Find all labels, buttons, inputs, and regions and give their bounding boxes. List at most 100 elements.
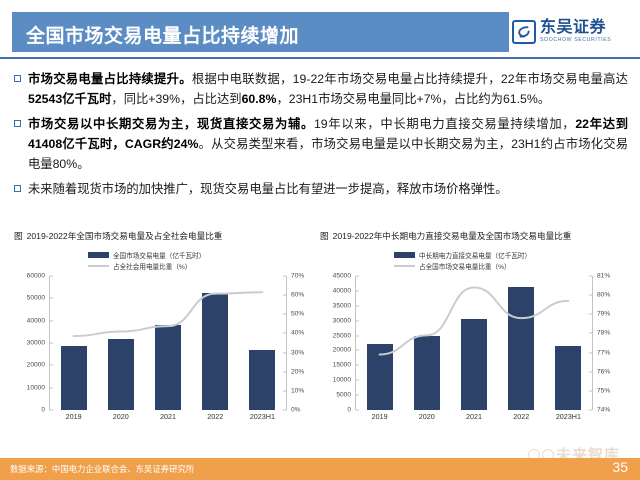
y2-axis-tick-mark [283,409,286,411]
figure-marker-right: 图 [320,231,329,241]
legend-item-line-left: 占全社会用电量比重（%） [88,261,322,271]
bar-slot [192,276,239,410]
y-axis-tick-mark [356,290,359,292]
legend-label-line-left: 占全社会用电量比重（%） [113,264,192,271]
legend-label-bar-left: 全国市场交易电量（亿千瓦时） [113,253,206,260]
x-axis-tick-label: 2020 [418,412,435,421]
y2-axis-tick-mark [283,371,286,373]
chart-legend-right: 中长期电力直接交易电量（亿千瓦时） 占全国市场交易电量比重（%） [320,250,628,271]
line-path [380,287,569,354]
y2-axis-tick-label: 75% [597,387,611,395]
legend-item-bar-right: 中长期电力直接交易电量（亿千瓦时） [394,250,628,260]
logo-swirl-icon [512,20,536,44]
x-axis-tick-label: 2021 [160,412,176,421]
bar-slot [403,276,450,410]
bullet-square-icon [14,75,21,82]
y-axis-tick-mark [50,409,53,411]
chart-panel-right: 图 2019-2022年中长期电力直接交易电量及全国市场交易电量比重 中长期电力直… [320,230,628,452]
y-axis-tick-label: 45000 [332,272,351,280]
y-axis-tick-mark [50,342,53,344]
legend-label-line-right: 占全国市场交易电量比重（%） [419,264,511,271]
y-axis-tick-label: 40000 [26,317,45,325]
bullet-item: 未来随着现货市场的加快推广，现货交易电量占比有望进一步提高，释放市场价格弹性。 [14,180,628,200]
chart-bar [555,345,582,410]
chart-bar [60,345,87,410]
y-axis-tick-label: 0 [347,406,351,414]
legend-bar-swatch-icon [88,252,109,258]
y2-axis-tick-label: 76% [597,368,611,376]
y-axis-tick-label: 35000 [332,302,351,310]
y2-axis-tick-mark [283,294,286,296]
y2-axis-tick-mark [589,352,592,354]
bar-slot [498,276,545,410]
y2-axis-tick-mark [589,294,592,296]
chart-legend-left: 全国市场交易电量（亿千瓦时） 占全社会用电量比重（%） [14,250,322,271]
y2-axis-tick-mark [283,332,286,334]
footer-source-text: 数据来源：中国电力企业联合会、东吴证券研究所 [10,464,195,474]
figure-marker-left: 图 [14,231,23,241]
y2-axis-tick-mark [589,313,592,315]
y-axis-tick-mark [50,387,53,389]
x-axis-tick-label: 2019 [371,412,388,421]
y2-axis-tick-label: 60% [291,291,305,299]
plot-right: 0 5000 10000 15000 20000 25000 30000 35000 40000… [320,272,628,428]
bar-group-left [50,276,286,410]
y-axis-tick-label: 30000 [26,339,45,347]
x-axis-tick-label: 2022 [513,412,530,421]
x-axis-tick-label: 2023H1 [555,412,581,421]
y-axis-tick-mark [356,364,359,366]
line-path [74,292,263,336]
x-axis-tick-label: 2019 [65,412,82,421]
bullet-list: 市场交易电量占比持续提升。根据中电联数据，19-22年市场交易电量占比持续提升，… [14,70,628,204]
x-axis-tick-label: 2021 [466,412,482,421]
plot-left: 0 10000 20000 30000 40000 50000 60000 0% 10% 20%… [14,272,322,428]
chart-bar [508,286,535,410]
bullet-text: 市场交易以中长期交易为主，现货直接交易为辅。19年以来，中长期电力直接交易量持续… [28,116,628,171]
y2-axis-tick-label: 30% [291,349,305,357]
y2-axis-tick-mark [283,313,286,315]
bullet-item: 市场交易以中长期交易为主，现货直接交易为辅。19年以来，中长期电力直接交易量持续… [14,115,628,175]
x-axis-right: 2019 2020 2021 2022 2023H1 [356,412,592,421]
y-axis-tick-mark [356,305,359,307]
chart-title-right: 图 2019-2022年中长期电力直接交易电量及全国市场交易电量比重 [320,230,628,242]
chart-bar [249,349,276,410]
chart-title-text-left: 2019-2022年全国市场交易电量及占全社会电量比重 [26,231,223,241]
y-axis-tick-mark [356,320,359,322]
y2-axis-tick-mark [589,409,592,411]
y2-axis-tick-label: 79% [597,310,611,318]
y2-axis-tick-label: 74% [597,406,611,414]
legend-item-line-right: 占全国市场交易电量比重（%） [394,261,628,271]
x-axis-tick-label: 2023H1 [249,412,275,421]
y-axis-tick-mark [50,297,53,299]
y-axis-tick-mark [50,275,53,277]
y-axis-tick-label: 5000 [336,391,351,399]
y-axis-tick-label: 10000 [26,384,45,392]
y2-axis-tick-label: 20% [291,368,305,376]
line-series-right [356,276,592,410]
x-axis-tick-label: 2022 [207,412,224,421]
chart-bar [461,318,487,410]
bullet-text: 未来随着现货市场的加快推广，现货交易电量占比有望进一步提高，释放市场价格弹性。 [28,181,508,196]
bullet-text: 市场交易电量占比持续提升。根据中电联数据，19-22年市场交易电量占比持续提升，… [28,72,628,106]
y-axis-tick-mark [356,335,359,337]
chart-panel-left: 图 2019-2022年全国市场交易电量及占全社会电量比重 全国市场交易电量（亿千… [14,230,322,452]
logo-name-cn: 东吴证券 [540,19,607,37]
logo-name-en: SOOCHOW SECURITIES [540,37,612,44]
y-axis-left-primary: 0 10000 20000 30000 40000 50000 60000 [14,273,53,414]
y2-axis-tick-label: 70% [291,272,305,280]
legend-line-swatch-icon [88,265,109,267]
y-axis-tick-label: 30000 [332,317,351,325]
header-divider [0,57,640,59]
chart-bar [107,338,134,410]
y2-axis-tick-label: 0% [291,406,301,414]
bar-slot [239,276,286,410]
bar-slot [97,276,144,410]
y-axis-tick-label: 25000 [332,332,351,340]
legend-item-bar-left: 全国市场交易电量（亿千瓦时） [88,250,322,260]
y2-axis-tick-label: 50% [291,310,305,318]
y2-axis-tick-label: 10% [291,387,305,395]
y-axis-tick-mark [50,320,53,322]
y2-axis-tick-mark [589,275,592,277]
y-axis-tick-label: 20000 [26,361,45,369]
